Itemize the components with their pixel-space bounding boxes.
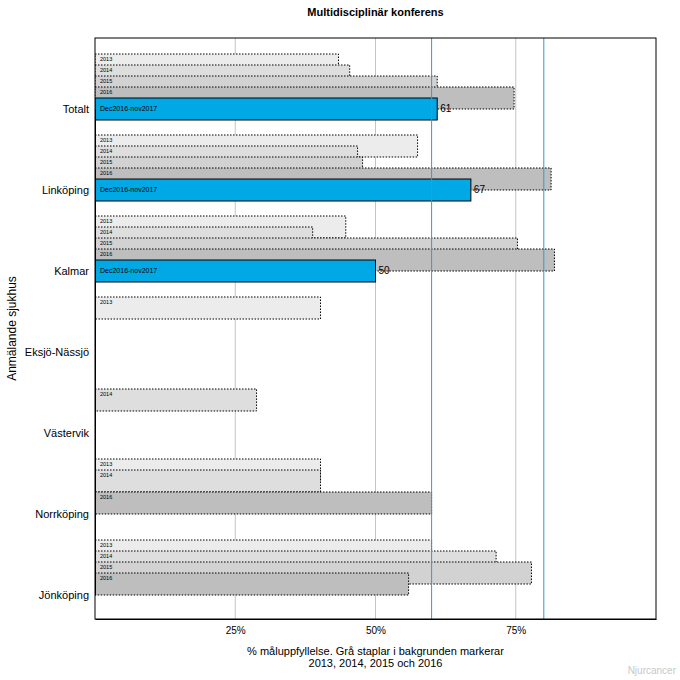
y-axis-title: Anmälande sjukhus <box>5 276 19 381</box>
tick: Kalmar <box>54 265 95 277</box>
tick-label: 25% <box>226 625 246 636</box>
tick-label: 75% <box>506 625 526 636</box>
tick-label: Totalt <box>63 103 89 115</box>
tick-label: 50% <box>366 625 386 636</box>
tick: Eksjö-Nässjö <box>25 346 95 358</box>
x-axis: 25% 50% 75% <box>96 619 657 636</box>
series-label: Dec2016-nov2017 <box>100 105 157 112</box>
grid-line <box>235 38 236 619</box>
watermark: Njurcancer <box>628 665 677 676</box>
tick-label: Jönköping <box>39 589 89 601</box>
series-label: 2015 <box>100 240 112 246</box>
bar <box>95 573 409 595</box>
tick-label: Kalmar <box>54 265 89 277</box>
series-label: 2015 <box>100 159 112 165</box>
bars <box>95 54 554 595</box>
tick: Jönköping <box>39 589 95 601</box>
series-label: 2016 <box>100 89 112 95</box>
y-axis: Totalt Linköping Kalmar Eksjö-Nässjö Västerv… <box>25 103 96 601</box>
tick-label: Eksjö-Nässjö <box>25 346 89 358</box>
tick: Linköping <box>42 184 95 196</box>
bar <box>95 98 437 120</box>
series-label: 2013 <box>100 218 112 224</box>
tick: Norrköping <box>35 508 95 520</box>
series-label: 2014 <box>100 148 112 154</box>
bar-texts: 2013 2013 2013 2013 2013 2013 2014 2014 2014 2014… <box>100 56 485 581</box>
bar <box>95 389 257 411</box>
plot-frame <box>95 38 656 619</box>
series-label: 2013 <box>100 542 112 548</box>
series-label: 2014 <box>100 472 112 478</box>
axis-line <box>95 110 96 596</box>
bar <box>95 260 376 282</box>
data-label: 61 <box>440 103 452 114</box>
series-label: 2016 <box>100 251 112 257</box>
series-label: 2016 <box>100 494 112 500</box>
series-label: 2014 <box>100 67 112 73</box>
series-label: Dec2016-nov2017 <box>100 267 157 274</box>
tick-label: Västervik <box>44 427 90 439</box>
series-label: 2015 <box>100 78 112 84</box>
bar <box>95 492 432 514</box>
tick-label: Norrköping <box>35 508 89 520</box>
series-label: 2016 <box>100 170 112 176</box>
tick: 50% <box>366 619 386 636</box>
grid-line <box>375 38 376 619</box>
series-label: 2015 <box>100 564 112 570</box>
series-label: 2013 <box>100 56 112 62</box>
series-label: Dec2016-nov2017 <box>100 186 157 193</box>
axis-line <box>96 619 657 620</box>
series-label: 2013 <box>100 137 112 143</box>
plot-area: 2013 2013 2013 2013 2013 2013 2014 2014 2014 2014… <box>25 38 657 636</box>
x-axis-title: % måluppfyllelse. Grå staplar i bakgrund… <box>247 645 504 657</box>
plot-background <box>95 38 656 619</box>
series-label: 2016 <box>100 575 112 581</box>
series-label: 2013 <box>100 299 112 305</box>
title: Multidisciplinär konferens <box>307 6 443 18</box>
tick: Västervik <box>44 427 95 439</box>
grid-line <box>515 38 516 619</box>
series-label: 2013 <box>100 461 112 467</box>
series-label: 2014 <box>100 553 112 559</box>
chart: 2013 2013 2013 2013 2013 2013 2014 2014 2014 2014… <box>0 0 680 680</box>
tick: Totalt <box>63 103 95 115</box>
bar <box>95 470 321 492</box>
target-lines <box>432 38 544 619</box>
target-line <box>431 38 432 619</box>
grid <box>235 38 516 619</box>
x-axis-title: 2013, 2014, 2015 och 2016 <box>309 657 443 669</box>
series-label: 2014 <box>100 229 112 235</box>
data-label: 50 <box>379 265 391 276</box>
tick: 75% <box>506 619 526 636</box>
data-label: 67 <box>474 184 486 195</box>
tick: 25% <box>226 619 246 636</box>
bar <box>95 179 471 201</box>
tick-label: Linköping <box>42 184 89 196</box>
bar <box>95 297 321 319</box>
target-line <box>543 38 544 619</box>
series-label: 2014 <box>100 391 112 397</box>
